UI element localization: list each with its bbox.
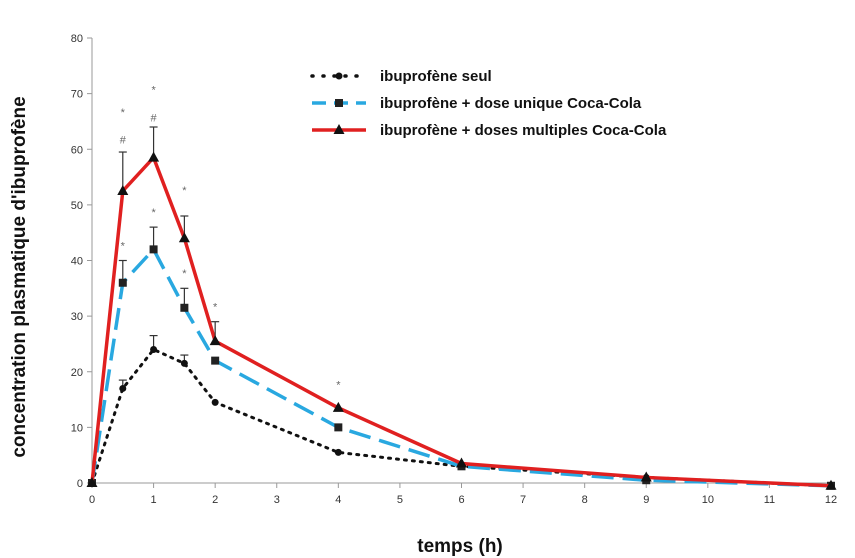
data-point: [86, 477, 98, 487]
data-point: [118, 278, 127, 287]
x-axis-title: temps (h): [417, 536, 503, 557]
annotation-mark: *: [151, 85, 156, 97]
significance-annotations: * # * * # * * * * *: [120, 85, 341, 392]
data-point: [180, 303, 189, 312]
data-point: [119, 384, 127, 392]
x-tick-label: 12: [825, 494, 837, 506]
data-point: [150, 346, 158, 353]
series-line: [90, 246, 832, 488]
x-tick-label: 7: [520, 494, 526, 506]
annotation-mark: #: [120, 135, 127, 147]
annotation-mark: *: [336, 379, 341, 391]
y-tick-label: 10: [71, 422, 83, 434]
y-tick-label: 70: [71, 89, 83, 101]
legend-marker: [335, 99, 343, 107]
x-tick-label: 5: [397, 494, 403, 506]
data-point: [149, 245, 158, 254]
legend-marker: [333, 124, 345, 134]
data-point: [211, 356, 220, 365]
legend-marker: [335, 72, 343, 80]
annotation-mark: *: [182, 185, 187, 197]
data-point: [209, 335, 221, 346]
x-tick-label: 6: [458, 494, 464, 506]
data-point: [640, 471, 652, 482]
annotation-mark: #: [151, 112, 158, 124]
y-tick-label: 0: [77, 478, 83, 490]
legend-label: ibuprofène seul: [380, 68, 492, 85]
data-point: [180, 359, 188, 367]
y-tick-label: 60: [71, 144, 83, 156]
y-axis-title: concentration plasmatique d'ibuprofène: [9, 96, 30, 457]
annotation-mark: *: [121, 240, 126, 252]
x-tick-label: 1: [151, 494, 157, 506]
y-tick-label: 50: [71, 200, 83, 212]
series-2: [88, 226, 835, 490]
x-tick-label: 2: [212, 494, 218, 506]
data-point: [117, 184, 129, 195]
y-tick-label: 40: [71, 256, 83, 268]
legend-item-2: ibuprofène + dose unique Coca-Cola: [312, 95, 642, 112]
legend: ibuprofène seul ibuprofène + dose unique …: [310, 68, 667, 139]
data-point: [825, 479, 837, 490]
data-point: [332, 401, 344, 412]
legend-label: ibuprofène + doses multiples Coca-Cola: [380, 122, 667, 139]
y-tick-label: 30: [71, 311, 83, 323]
x-tick-label: 0: [89, 494, 95, 506]
x-tick-label: 8: [582, 494, 588, 506]
data-point: [334, 448, 342, 456]
annotation-mark: *: [182, 268, 187, 280]
data-point: [148, 151, 160, 162]
data-point: [211, 398, 219, 406]
series-group: [86, 126, 837, 490]
annotation-mark: *: [121, 107, 126, 119]
x-tick-label: 4: [335, 494, 341, 506]
legend-item-1: ibuprofène seul: [310, 68, 492, 85]
x-tick-label: 9: [643, 494, 649, 506]
y-tick-label: 20: [71, 367, 83, 379]
series-3: [86, 126, 837, 490]
annotation-mark: *: [151, 207, 156, 219]
annotation-mark: *: [213, 302, 218, 314]
series-line: [90, 154, 832, 488]
x-tick-label: 10: [702, 494, 714, 506]
data-point: [456, 457, 467, 468]
y-tick-label: 80: [71, 33, 83, 45]
data-point: [334, 423, 343, 432]
legend-item-3: ibuprofène + doses multiples Coca-Cola: [312, 122, 667, 139]
legend-label: ibuprofène + dose unique Coca-Cola: [380, 95, 642, 112]
x-tick-label: 11: [764, 494, 775, 506]
data-point: [178, 232, 190, 243]
x-tick-label: 3: [274, 494, 280, 506]
